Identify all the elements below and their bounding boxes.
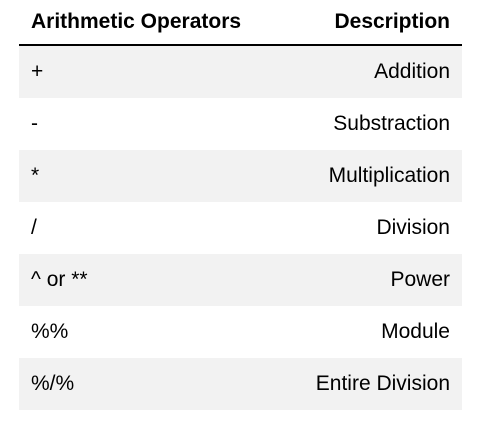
operator-cell: - [31,112,38,135]
operator-cell: * [31,164,40,187]
table-row: / Division [19,202,462,254]
operator-cell: %% [31,320,69,343]
description-cell: Module [381,320,450,343]
operator-cell: %/% [31,372,75,395]
operator-cell: ^ or ** [31,268,88,291]
header-operators: Arithmetic Operators [31,10,242,33]
table-row: - Substraction [19,98,462,150]
table-row: * Multiplication [19,150,462,202]
table-row: %/% Entire Division [19,358,462,410]
operators-table: Arithmetic Operators Description + Addit… [19,0,462,410]
table-row: ^ or ** Power [19,254,462,306]
table-header: Arithmetic Operators Description [19,0,462,46]
description-cell: Entire Division [315,372,450,395]
operator-cell: + [31,60,44,83]
description-cell: Power [390,268,450,291]
table-row: %% Module [19,306,462,358]
description-cell: Substraction [333,112,450,135]
description-cell: Addition [374,60,450,83]
header-description: Description [334,10,450,33]
description-cell: Multiplication [328,164,450,187]
operator-cell: / [31,216,37,239]
description-cell: Division [376,216,450,239]
table-row: + Addition [19,46,462,98]
